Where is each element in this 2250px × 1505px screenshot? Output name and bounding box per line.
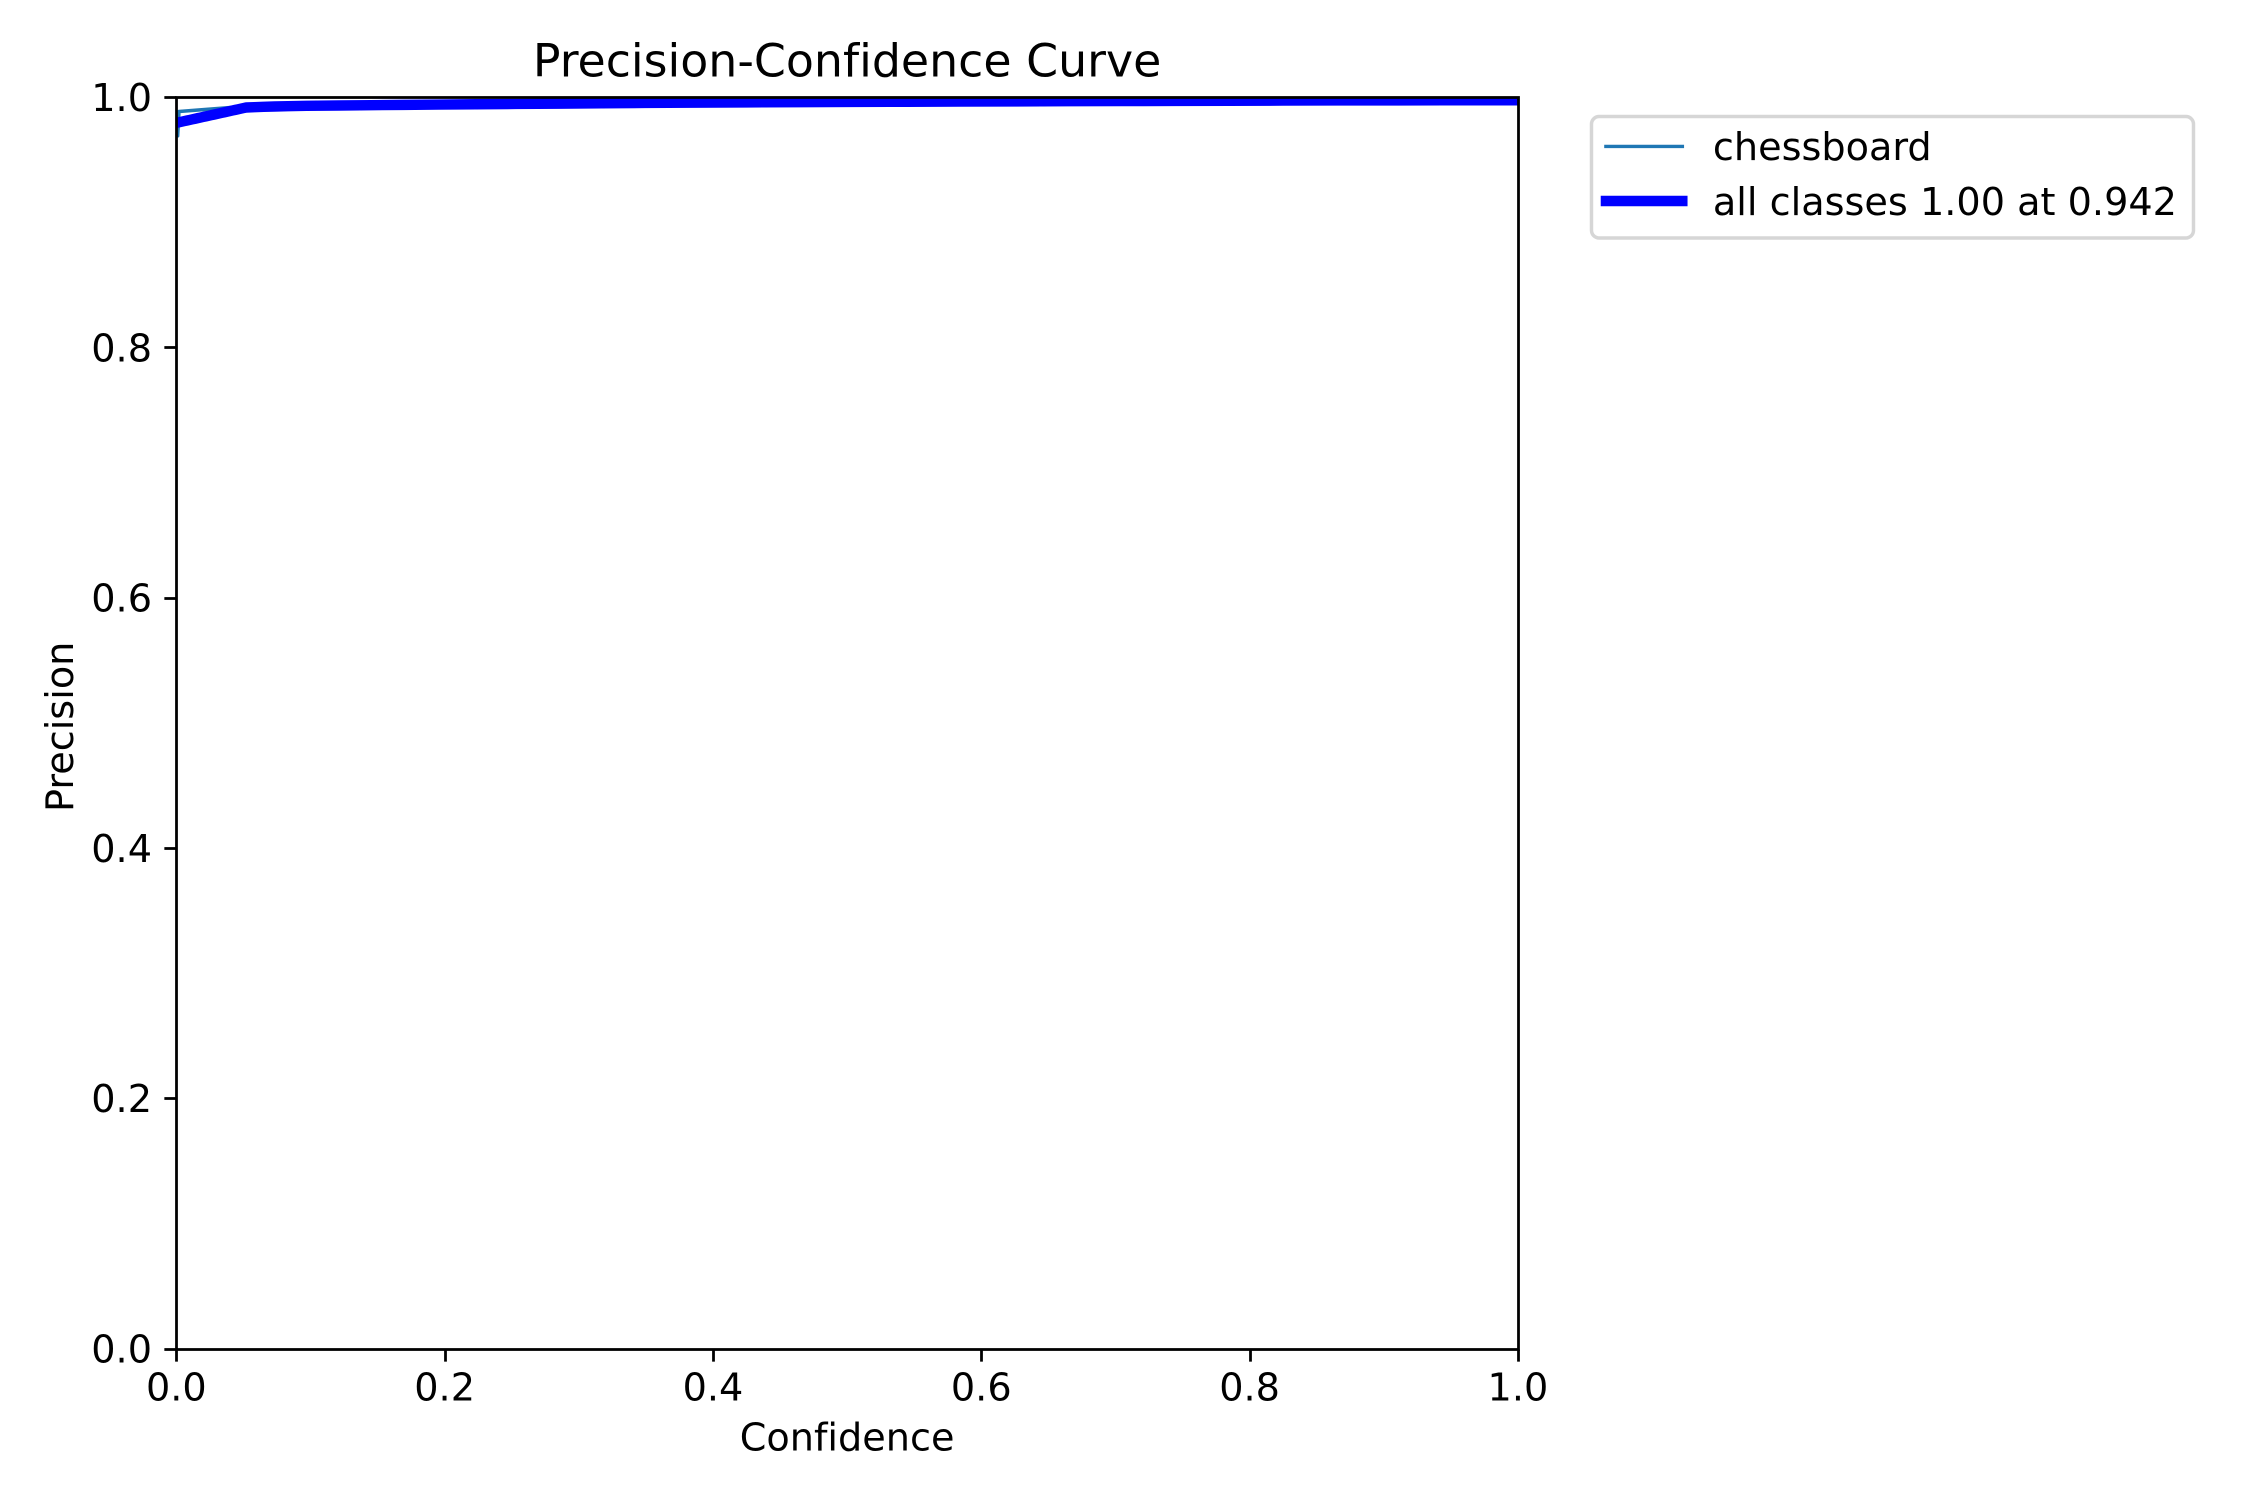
legend: chessboard all classes 1.00 at 0.942 <box>1589 114 2196 240</box>
legend-label-all-classes: all classes 1.00 at 0.942 <box>1713 181 2177 225</box>
y-tick-label: 0.8 <box>91 327 152 371</box>
x-tick-label: 0.2 <box>414 1367 475 1411</box>
tick-labels: 0.0 0.2 0.4 0.6 0.8 1.0 0.0 0.2 0.4 0.6 0.8 1.0 <box>91 77 1548 1411</box>
y-tick-label: 0.2 <box>91 1078 152 1122</box>
legend-box <box>1589 114 2196 240</box>
tick-marks <box>164 96 1520 1362</box>
x-tick-label: 0.0 <box>146 1367 207 1411</box>
x-tick-label: 1.0 <box>1488 1367 1549 1411</box>
y-tick-label: 0.6 <box>91 578 152 622</box>
x-axis-label: Confidence <box>740 1417 955 1461</box>
x-tick-label: 0.6 <box>951 1367 1012 1411</box>
x-tick-label: 0.8 <box>1219 1367 1280 1411</box>
series-line-all <box>176 97 1518 129</box>
legend-label-chessboard: chessboard <box>1713 126 1932 170</box>
chart-title: Precision-Confidence Curve <box>533 34 1161 88</box>
y-tick-label: 0.4 <box>91 828 152 872</box>
y-tick-label: 1.0 <box>91 77 152 121</box>
x-tick-label: 0.4 <box>683 1367 744 1411</box>
y-axis-label: Precision <box>39 642 83 812</box>
curve-layer <box>176 97 1518 138</box>
axes-frame <box>175 96 1520 1351</box>
y-tick-label: 0.0 <box>91 1329 152 1373</box>
